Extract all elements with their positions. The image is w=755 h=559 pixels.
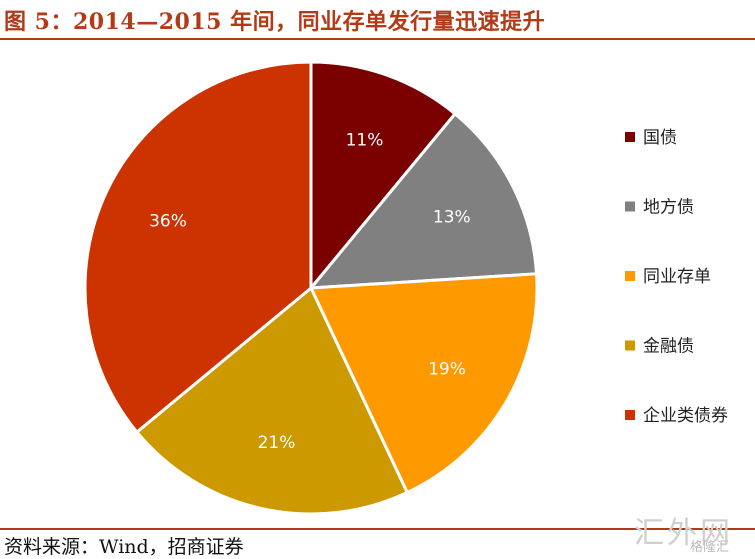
pie-slice-2 [309, 112, 539, 290]
legend-swatch-5 [625, 410, 635, 420]
slice-value-label-5: 36% [149, 212, 187, 232]
legend-swatch-2 [625, 201, 635, 212]
pie-slice-4 [135, 286, 409, 516]
pie-slice-3 [309, 272, 539, 494]
legend-label-5: 企业类债券 [643, 406, 728, 426]
slice-value-label-3: 19% [428, 359, 466, 379]
slice-value-label-2: 13% [433, 207, 471, 227]
legend-swatch-1 [625, 132, 635, 142]
source-note: 资料来源：Wind，招商证券 [4, 536, 244, 558]
footer-divider [0, 528, 755, 530]
chart-title: 图 5：2014—2015 年间，同业存单发行量迅速提升 [4, 9, 546, 35]
slice-value-label-4: 21% [258, 433, 296, 453]
pie-slice-5 [83, 60, 313, 434]
legend-label-2: 地方债 [643, 198, 694, 218]
watermark-logo: 汇外网 [634, 516, 733, 551]
legend-label-4: 金融债 [643, 337, 694, 357]
pie-slices [83, 60, 539, 516]
watermark-sub: 格隆汇 [690, 540, 730, 555]
title-bar: 图 5：2014—2015 年间，同业存单发行量迅速提升 [0, 0, 755, 38]
legend-swatch-3 [625, 271, 635, 281]
legend-swatch-4 [625, 340, 635, 351]
pie-slice-labels: 11% 13% 19% 21% 36% [149, 130, 471, 453]
legend-label-3: 同业存单 [643, 267, 711, 287]
legend-label-1: 国债 [643, 128, 677, 148]
pie-slice-1 [309, 60, 457, 290]
title-divider [0, 38, 755, 40]
slice-value-label-1: 11% [346, 130, 384, 150]
